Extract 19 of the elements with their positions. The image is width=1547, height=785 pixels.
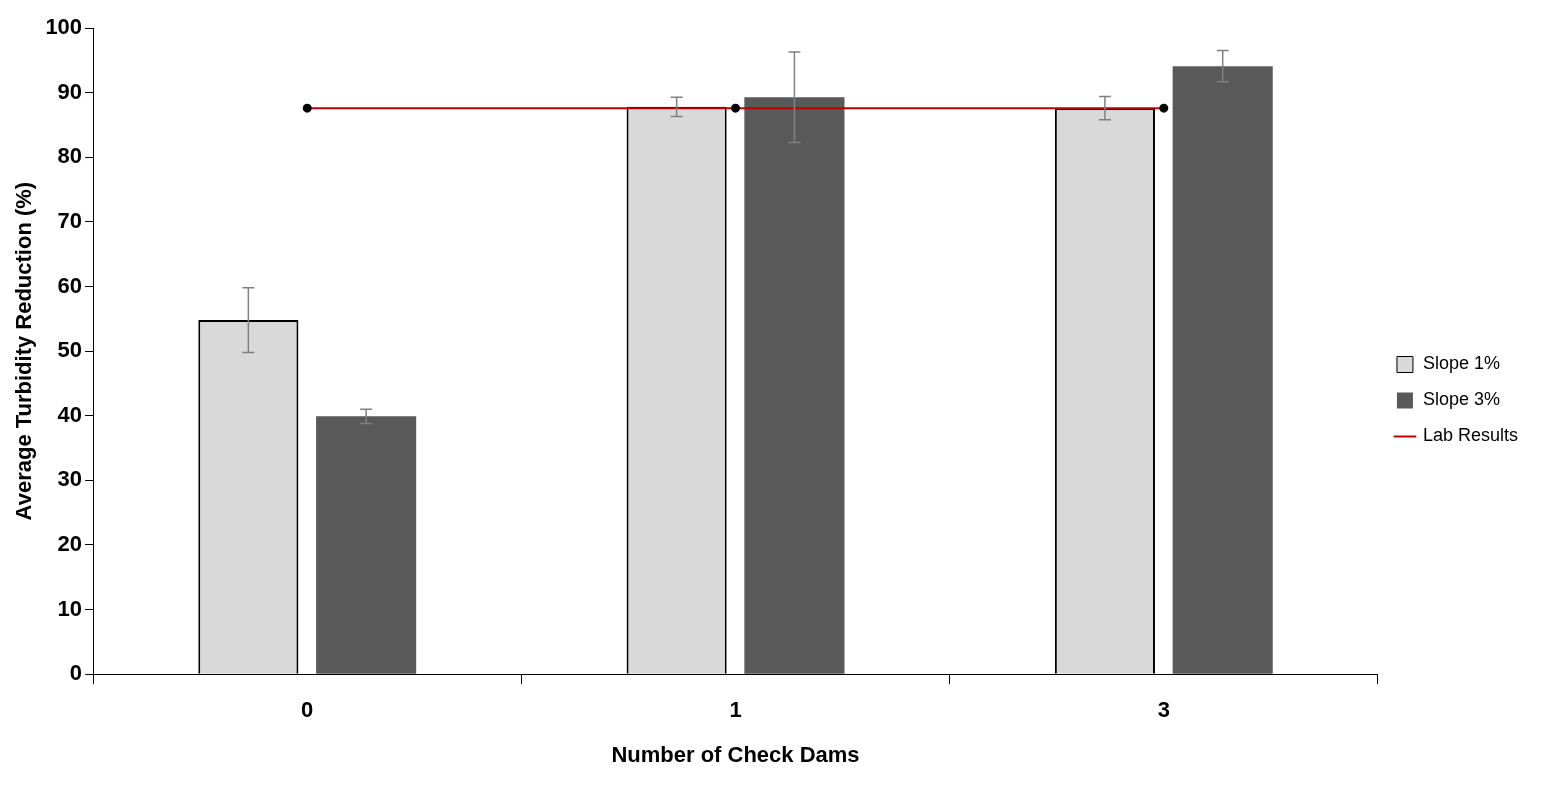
x-axis-title: Number of Check Dams: [611, 741, 860, 767]
x-tick-label: 1: [729, 697, 742, 723]
y-tick-label: 100: [45, 14, 83, 40]
y-tick-label: 10: [57, 595, 83, 621]
x-tick-label: 0: [301, 697, 314, 723]
y-tick-label: 40: [57, 401, 83, 427]
x-tick-label: 3: [1157, 697, 1170, 723]
y-tick-label: 60: [57, 272, 83, 298]
legend-label: Slope 1%: [1422, 353, 1501, 374]
y-tick-label: 0: [69, 660, 83, 686]
y-axis-title: Average Turbidity Reduction (%): [11, 181, 37, 521]
y-tick-label: 80: [57, 143, 83, 169]
y-tick-label: 90: [57, 78, 83, 104]
y-tick-label: 70: [57, 207, 83, 233]
legend-label: Lab Results: [1422, 425, 1519, 446]
y-tick-label: 20: [57, 531, 83, 557]
y-tick-label: 50: [57, 337, 83, 363]
y-tick-label: 30: [57, 466, 83, 492]
legend-label: Slope 3%: [1422, 389, 1501, 410]
